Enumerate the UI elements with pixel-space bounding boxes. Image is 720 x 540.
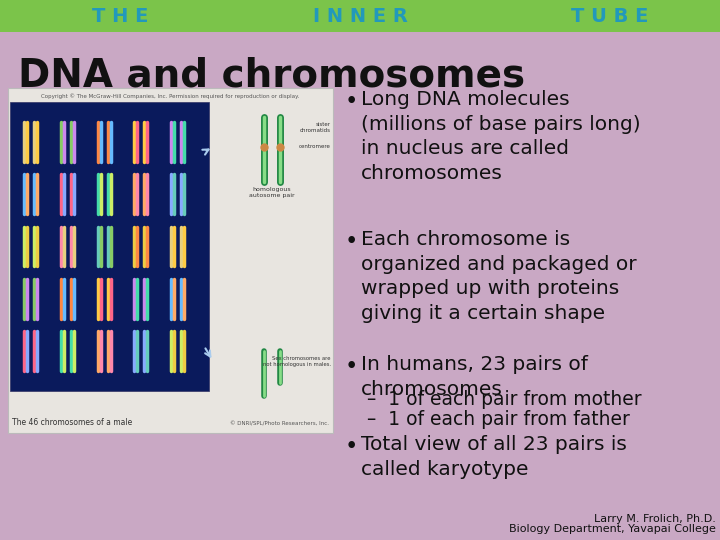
Text: The 46 chromosomes of a male: The 46 chromosomes of a male bbox=[12, 418, 132, 427]
Text: T U B E: T U B E bbox=[571, 6, 649, 25]
Text: –  1 of each pair from mother: – 1 of each pair from mother bbox=[367, 390, 642, 409]
Text: centromere: centromere bbox=[299, 145, 331, 150]
Text: © DNRI/SPL/Photo Researchers, Inc.: © DNRI/SPL/Photo Researchers, Inc. bbox=[230, 422, 329, 427]
Text: homologous
autosome pair: homologous autosome pair bbox=[249, 187, 294, 198]
Text: T H E: T H E bbox=[92, 6, 148, 25]
Text: •: • bbox=[345, 90, 359, 113]
Text: sister
chromatids: sister chromatids bbox=[300, 122, 331, 133]
Text: Larry M. Frolich, Ph.D.: Larry M. Frolich, Ph.D. bbox=[594, 514, 716, 524]
Text: Copyright © The McGraw-Hill Companies, Inc. Permission required for reproduction: Copyright © The McGraw-Hill Companies, I… bbox=[41, 93, 300, 99]
Text: –  1 of each pair from father: – 1 of each pair from father bbox=[367, 410, 630, 429]
Bar bbox=[8, 88, 333, 433]
Bar bbox=[10, 102, 209, 391]
Text: DNA and chromosomes: DNA and chromosomes bbox=[18, 57, 525, 94]
Text: •: • bbox=[345, 230, 359, 253]
Text: Total view of all 23 pairs is
called karyotype: Total view of all 23 pairs is called kar… bbox=[361, 435, 627, 478]
Text: Each chromosome is
organized and packaged or
wrapped up with proteins
giving it : Each chromosome is organized and package… bbox=[361, 230, 636, 323]
Text: •: • bbox=[345, 355, 359, 378]
Text: In humans, 23 pairs of
chromosomes: In humans, 23 pairs of chromosomes bbox=[361, 355, 588, 399]
Text: •: • bbox=[345, 435, 359, 458]
Bar bbox=[0, 0, 720, 32]
Text: Sex chromosomes are
not homologous in males.: Sex chromosomes are not homologous in ma… bbox=[263, 356, 331, 367]
Text: I N N E R: I N N E R bbox=[312, 6, 408, 25]
Text: Biology Department, Yavapai College: Biology Department, Yavapai College bbox=[509, 524, 716, 534]
Text: Long DNA molecules
(millions of base pairs long)
in nucleus are called
chromosom: Long DNA molecules (millions of base pai… bbox=[361, 90, 641, 183]
